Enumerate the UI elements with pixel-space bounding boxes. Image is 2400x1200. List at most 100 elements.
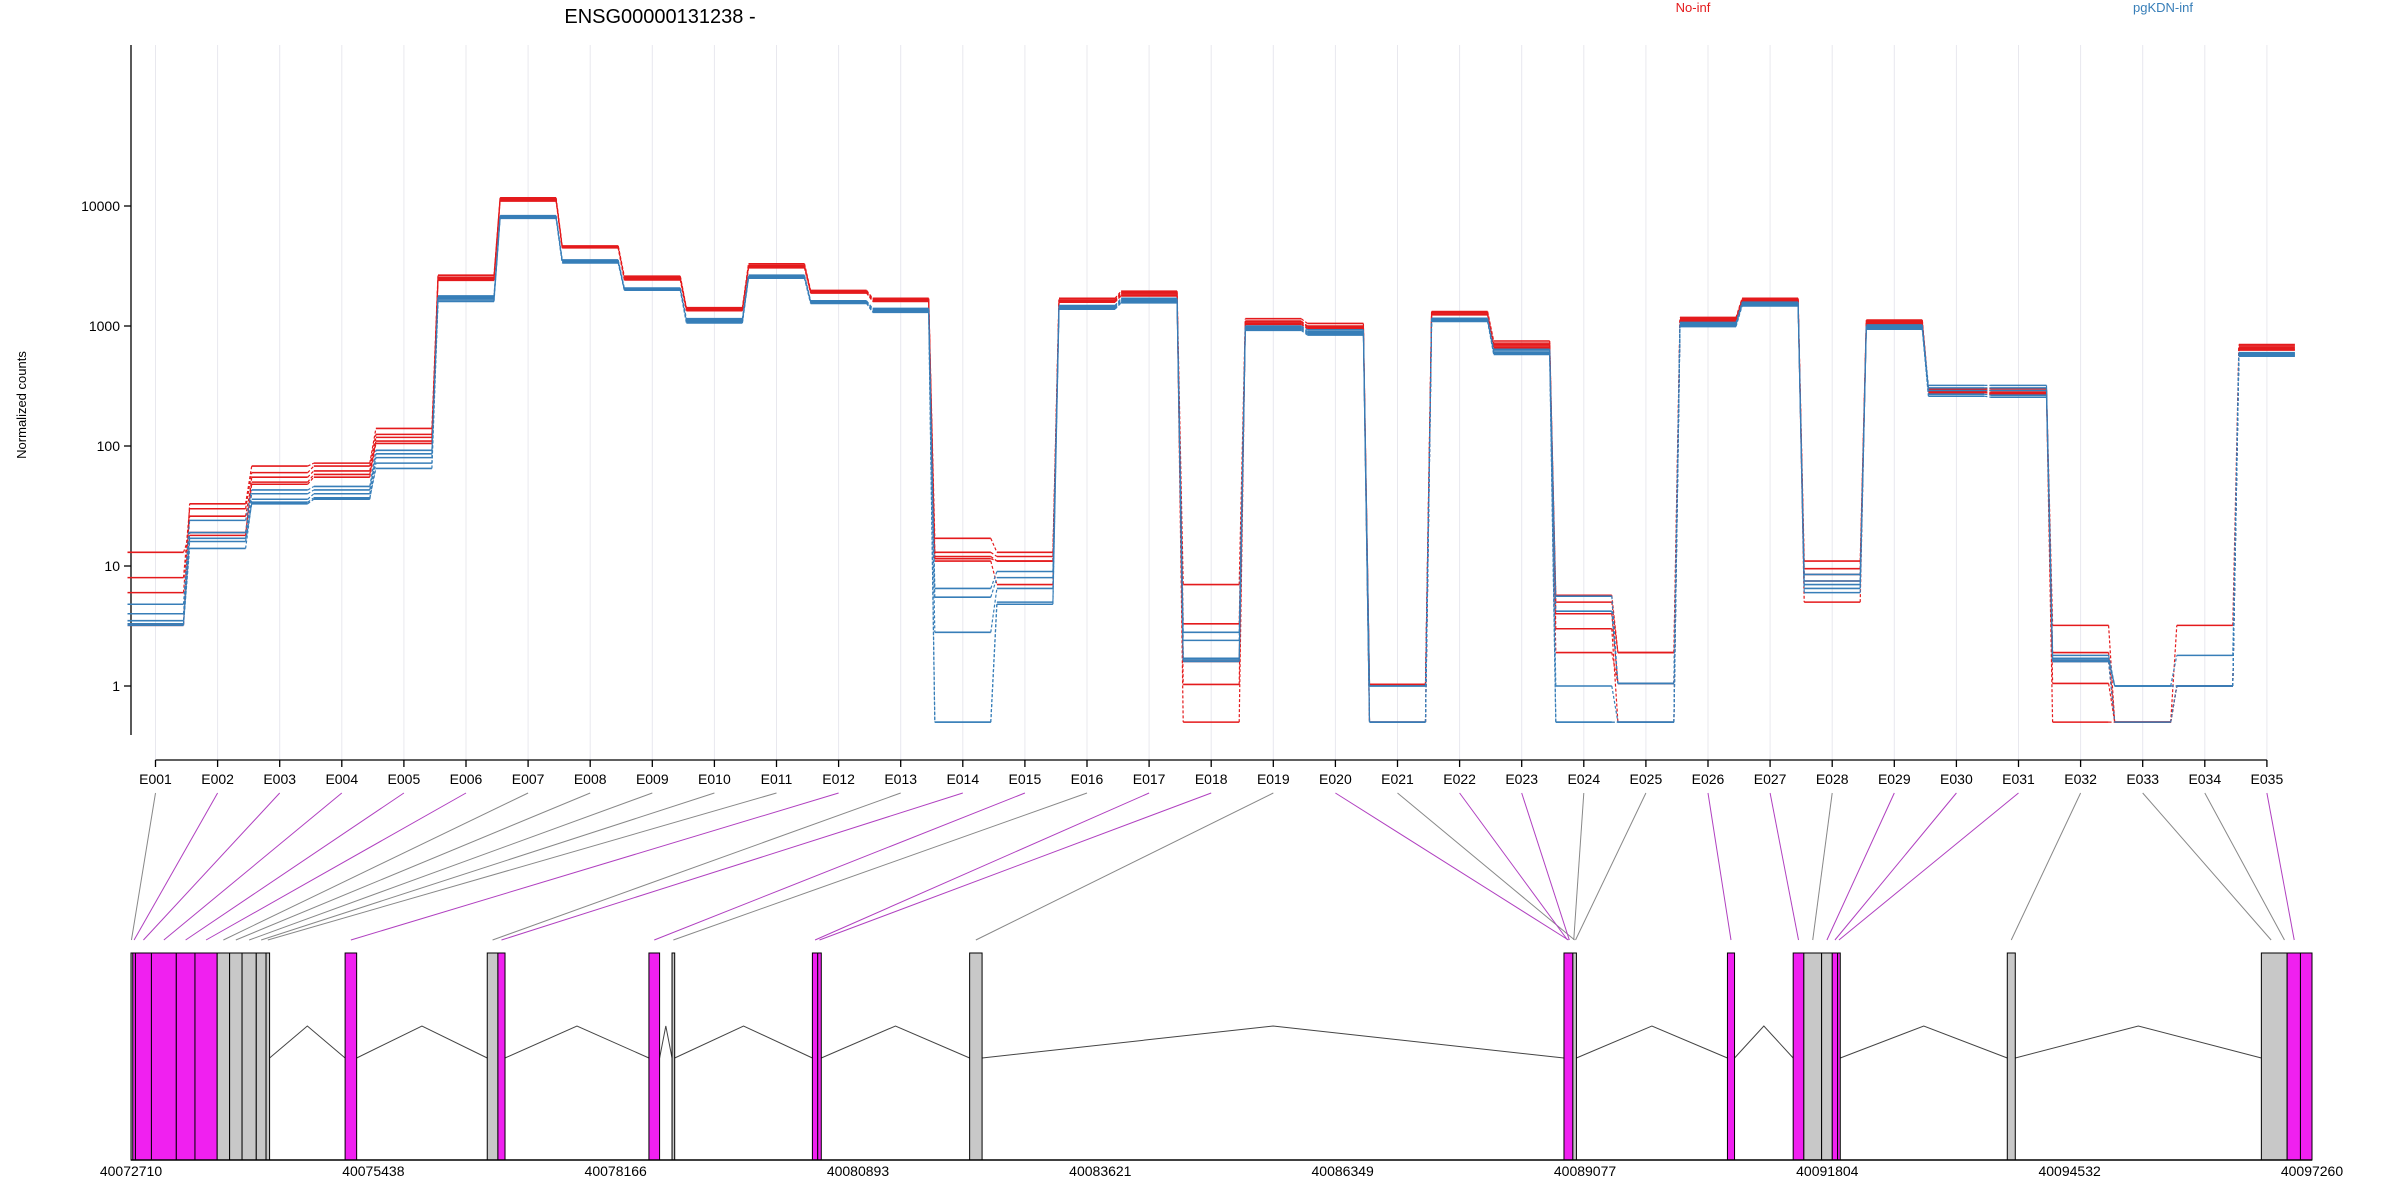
series-connector [1114,290,1122,299]
x-tick-label: E006 [450,771,483,787]
series-connector [493,218,501,302]
x-tick-label: E031 [2002,771,2035,787]
connector-e019 [975,792,1274,941]
connector-e034 [2204,792,2285,941]
series-connector [245,503,253,542]
coordinate-label: 40091804 [1796,1163,1859,1179]
x-tick-label: E019 [1257,771,1290,787]
series-lines [127,197,2295,723]
series-connector [2170,655,2178,687]
series-connector [493,200,501,281]
series-connector [1238,330,1246,662]
connector-e004 [163,792,343,941]
connector-e023 [1521,792,1570,941]
x-tick-label: E027 [1754,771,1787,787]
x-tick-label: E005 [388,771,421,787]
series-connector [1300,329,1308,336]
intron [1840,1025,2008,1059]
series-connector [928,309,936,598]
exon-block-e029 [2260,952,2288,1161]
series-connector [307,470,315,478]
exon-block-e007 [216,952,231,1161]
connector-e015 [654,792,1026,941]
series-connector [1859,329,1867,575]
y-tick-label: 10000 [81,198,120,214]
exon-block-e028 [2006,952,2016,1161]
series-connector [2108,661,2116,723]
series-connector [182,516,191,593]
series-connector [1300,318,1308,324]
series-connector [307,465,315,474]
connector-e014 [501,792,963,941]
exon-block-e026 [1831,952,1839,1161]
series-connector [1300,321,1308,328]
x-tick-label: E034 [2188,771,2221,787]
x-tick-label: E023 [1505,771,1538,787]
series-connector [369,428,377,464]
series-connector [990,538,998,553]
exon-block-e023 [1792,952,1805,1161]
connector-e028 [1812,792,1833,941]
legend-label-no-inf: No-inf [1676,0,1711,15]
series-connector [928,312,936,723]
series-connector [679,290,687,324]
series-connector [1300,325,1308,331]
y-tick-label: 10 [104,558,120,574]
series-connector [1549,354,1557,723]
series-connector [182,548,191,624]
exon-block-e009 [241,952,257,1161]
series-connector [2170,685,2178,723]
x-tick-label: E022 [1443,771,1476,787]
series-connector [990,588,998,633]
series-connector [1735,305,1743,327]
series-connector [1611,602,1619,653]
series-connector [1611,628,1619,723]
intron [674,1025,813,1059]
connector-e031 [1838,792,2019,941]
exon-block-e031 [2299,952,2313,1161]
series-connector [1487,314,1495,348]
series-connector [741,267,750,311]
series-connector [307,485,315,491]
x-tick-label: E032 [2064,771,2097,787]
x-tick-label: E035 [2251,771,2284,787]
connector-e005 [185,792,405,941]
series-connector [1984,395,1991,398]
series-connector [1673,326,1681,723]
connector-e030 [1834,792,1957,941]
exon-block-e013 [486,952,499,1161]
connector-e026 [1707,792,1732,941]
series-connector [1052,309,1060,605]
series-connector [1114,302,1122,310]
connector-e027 [1769,792,1800,941]
series-connector [1921,329,1929,397]
series-connector [555,200,563,248]
series-connector [1611,613,1619,684]
series-connector [1300,323,1308,330]
series-connector [245,499,253,539]
y-axis-label: Normalized counts [14,351,29,459]
series-connector [369,440,377,475]
series-connector [1052,308,1060,603]
series-connector [741,278,750,324]
series-connector [866,303,874,313]
exon-block-e022 [1726,952,1736,1161]
series-connector [617,247,625,281]
series-connector [1673,323,1681,684]
exon-block-e018 [817,952,822,1161]
series-connector [1300,320,1308,327]
intron [821,1025,970,1059]
connector-e008 [235,792,591,941]
exon-block-e004 [150,952,177,1161]
series-connector [1487,311,1495,342]
connector-e007 [223,792,529,941]
series-connector [990,577,998,598]
series-connector [803,267,812,294]
connector-e020 [1335,792,1569,941]
exon-block-e005 [175,952,196,1161]
x-tick-label: E002 [201,771,234,787]
series-connector [1984,392,1991,394]
x-tick-label: E004 [325,771,358,787]
x-tick-label: E021 [1381,771,1414,787]
